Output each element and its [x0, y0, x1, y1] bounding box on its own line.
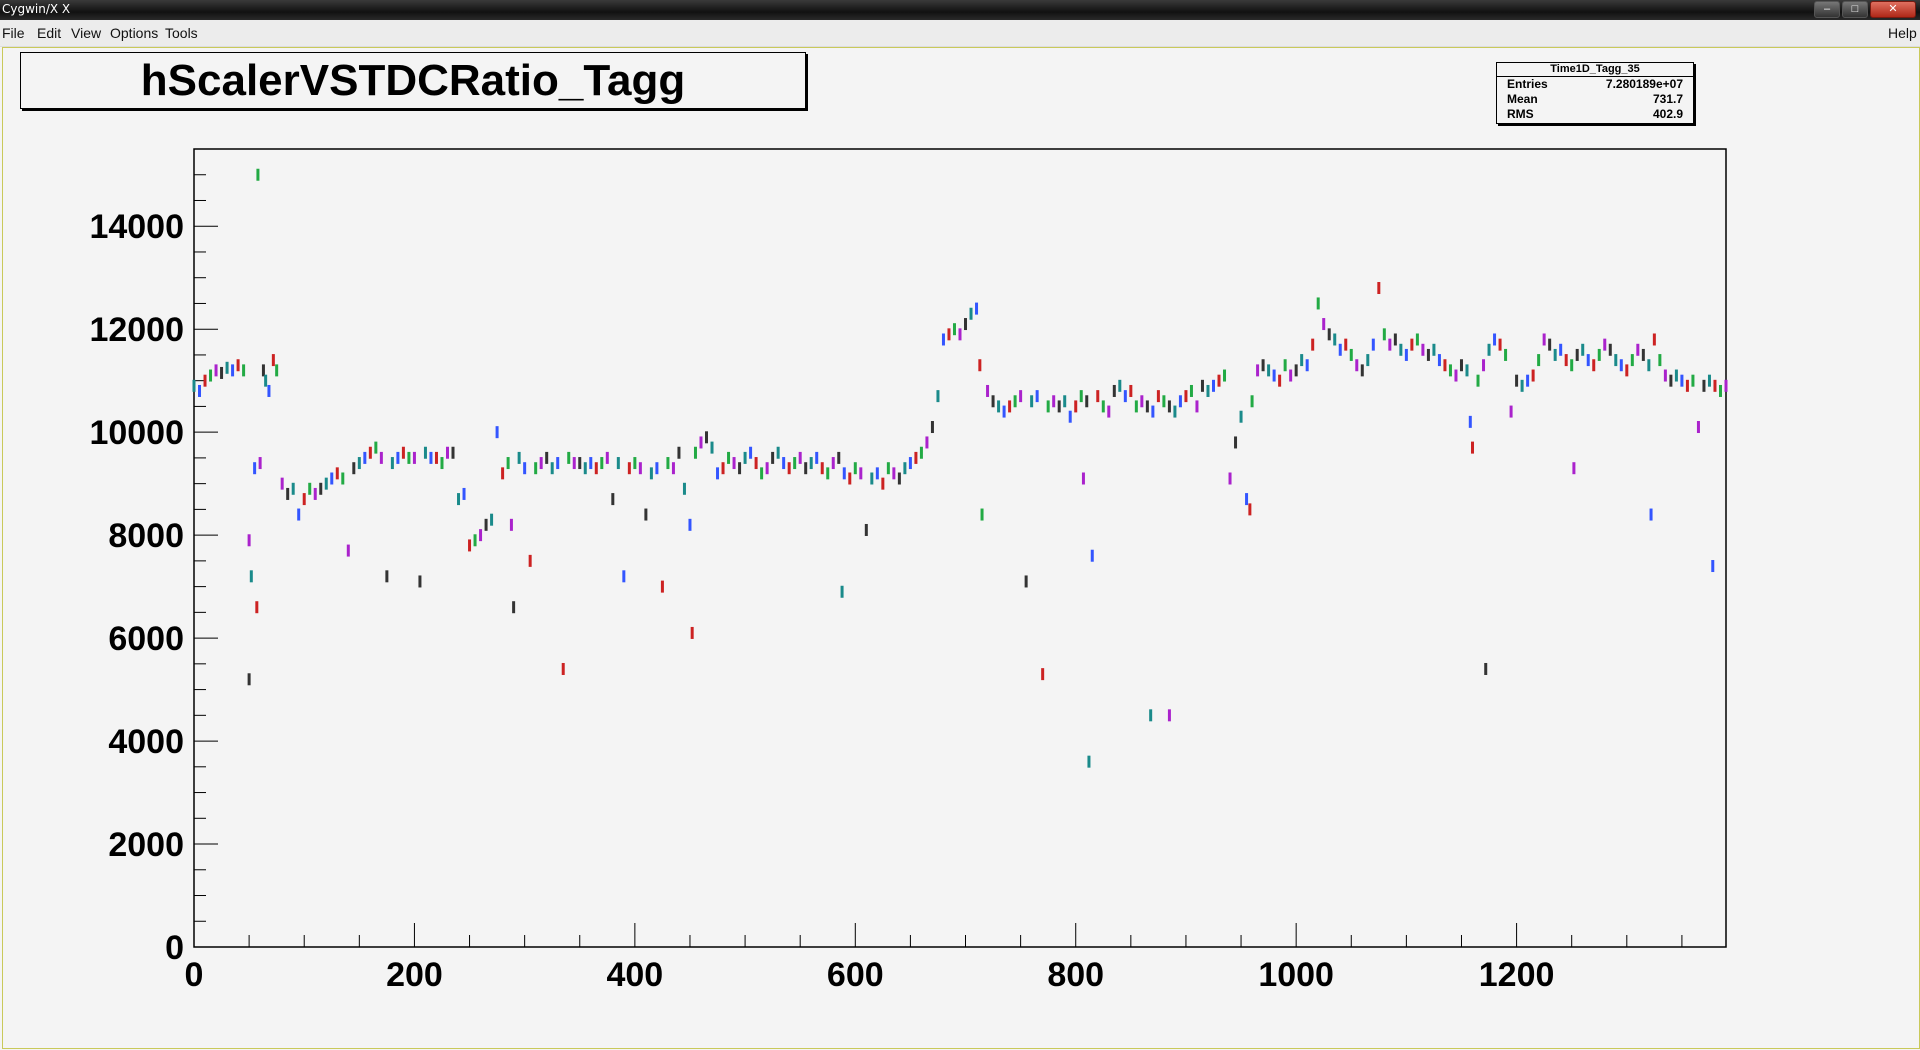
window-controls: – □ ✕	[1814, 1, 1916, 18]
menu-options[interactable]: Options	[110, 25, 159, 41]
close-button[interactable]: ✕	[1870, 1, 1916, 18]
stats-value: 402.9	[1652, 107, 1683, 121]
stats-name: Time1D_Tagg_35	[1497, 63, 1693, 77]
maximize-button[interactable]: □	[1842, 1, 1868, 18]
plot-title-box: hScalerVSTDCRatio_Tagg	[20, 52, 806, 109]
stats-label: RMS	[1507, 107, 1534, 121]
minimize-button[interactable]: –	[1814, 1, 1840, 18]
menu-tools[interactable]: Tools	[165, 25, 198, 41]
stats-value: 7.280189e+07	[1605, 77, 1683, 91]
menu-edit[interactable]: Edit	[37, 25, 62, 41]
root-canvas[interactable]	[2, 47, 1920, 1049]
stats-label: Entries	[1507, 77, 1548, 91]
stats-label: Mean	[1507, 92, 1538, 106]
window-title: Cygwin/X X	[2, 2, 71, 16]
stats-row: Entries 7.280189e+07	[1497, 77, 1693, 92]
menu-file[interactable]: File	[2, 25, 25, 41]
menu-help[interactable]: Help	[1888, 25, 1917, 41]
window-titlebar: Cygwin/X X – □ ✕	[0, 0, 1920, 20]
stats-value: 731.7	[1652, 92, 1683, 106]
plot-title: hScalerVSTDCRatio_Tagg	[140, 55, 686, 105]
stats-box[interactable]: Time1D_Tagg_35 Entries 7.280189e+07 Mean…	[1496, 62, 1694, 124]
stats-row: RMS 402.9	[1497, 107, 1693, 122]
stats-row: Mean 731.7	[1497, 92, 1693, 107]
menu-bar: File Edit View Options Tools Help	[0, 20, 1920, 47]
menu-view[interactable]: View	[71, 25, 102, 41]
